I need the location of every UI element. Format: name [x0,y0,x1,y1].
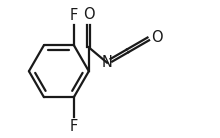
Text: N: N [102,55,112,70]
Text: F: F [70,119,78,134]
Text: O: O [83,7,95,22]
Text: O: O [151,30,163,45]
Text: F: F [70,8,78,23]
